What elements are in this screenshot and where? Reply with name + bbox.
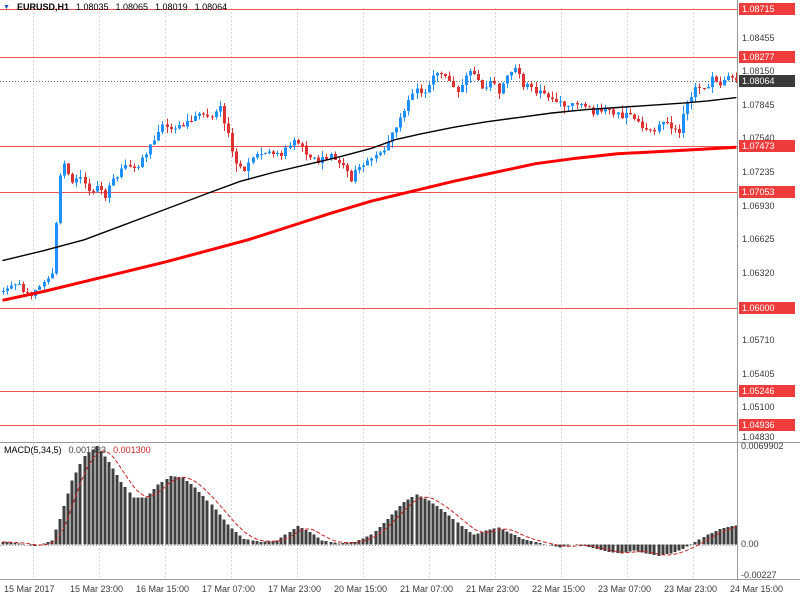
price-tick-label: 1.05710	[742, 335, 775, 345]
macd-indicator-pane[interactable]	[0, 444, 737, 579]
macd-signal-value: 0.001300	[113, 445, 151, 455]
chart-header: ▼ EURUSD,H1 1.08035 1.08065 1.08019 1.08…	[3, 2, 227, 12]
level-price-label[interactable]: 1.07473	[739, 140, 795, 152]
main-chart-pane[interactable]	[0, 8, 737, 442]
macd-main-value: 0.001333	[68, 445, 107, 455]
symbol-timeframe-label: EURUSD,H1	[16, 2, 69, 12]
time-label: 16 Mar 15:00	[136, 584, 190, 594]
price-tick-label: 1.07845	[742, 100, 775, 110]
time-label: 15 Mar 23:00	[70, 584, 124, 594]
price-tick-label: 1.06625	[742, 234, 775, 244]
time-label: 17 Mar 07:00	[202, 584, 256, 594]
price-tick-label: 1.05100	[742, 402, 775, 412]
macd-axis-zero-label: 0.00	[741, 539, 759, 549]
time-label: 17 Mar 23:00	[268, 584, 322, 594]
macd-header: MACD(5,34,5) 0.001333 0.001300	[4, 445, 151, 455]
ohlc-high-value: 1.08065	[115, 2, 149, 12]
time-label: 15 Mar 2017	[4, 584, 55, 594]
macd-title: MACD(5,34,5)	[4, 445, 62, 455]
price-tick-label: 1.04830	[742, 432, 775, 442]
ohlc-open-value: 1.08035	[75, 2, 109, 12]
level-price-label[interactable]: 1.05246	[739, 385, 795, 397]
time-label: 21 Mar 23:00	[466, 584, 520, 594]
price-tick-label: 1.06320	[742, 268, 775, 278]
level-price-label[interactable]: 1.08277	[739, 51, 795, 63]
ohlc-low-value: 1.08019	[155, 2, 188, 12]
time-label: 24 Mar 15:00	[730, 584, 784, 594]
time-label: 22 Mar 15:00	[532, 584, 586, 594]
level-price-label[interactable]: 1.08715	[739, 3, 795, 15]
time-label: 23 Mar 07:00	[598, 584, 652, 594]
time-axis[interactable]: 15 Mar 2017 15 Mar 23:00 16 Mar 15:00 17 Ma…	[0, 580, 800, 600]
ohlc-close-value: 1.08064	[194, 2, 228, 12]
level-price-label[interactable]: 1.04936	[739, 419, 795, 431]
price-tick-label: 1.05405	[742, 369, 775, 379]
level-price-label[interactable]: 1.06000	[739, 302, 795, 314]
level-price-label[interactable]: 1.07053	[739, 186, 795, 198]
price-tick-label: 1.06930	[742, 201, 775, 211]
price-tick-label: 1.07235	[742, 167, 775, 177]
price-tick-label: 1.08455	[742, 33, 775, 43]
time-label: 23 Mar 23:00	[664, 584, 718, 594]
time-label: 21 Mar 07:00	[400, 584, 454, 594]
current-price-label: 1.08064	[739, 75, 795, 87]
price-axis[interactable]: 0.0069902 0.00 -0.00227 1.08455 1.08150 1.…	[737, 0, 800, 580]
symbol-marker-icon: ▼	[3, 3, 10, 11]
time-label: 20 Mar 15:00	[334, 584, 388, 594]
